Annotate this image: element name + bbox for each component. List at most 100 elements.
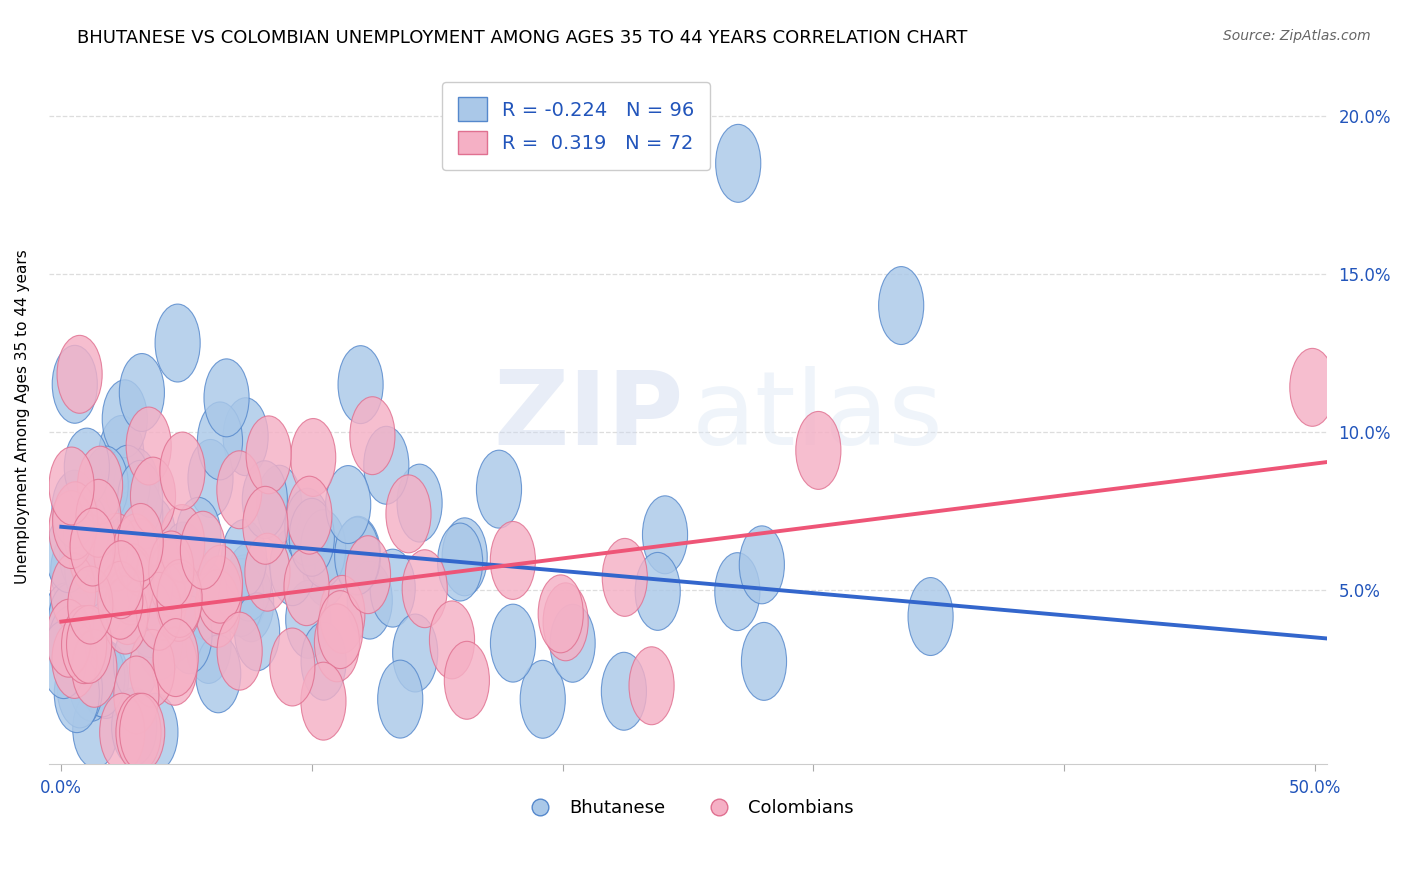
Ellipse shape: [538, 574, 583, 653]
Ellipse shape: [908, 577, 953, 656]
Ellipse shape: [83, 640, 128, 718]
Ellipse shape: [243, 486, 288, 565]
Ellipse shape: [270, 628, 315, 706]
Ellipse shape: [197, 556, 242, 634]
Ellipse shape: [72, 630, 117, 707]
Ellipse shape: [58, 335, 103, 413]
Ellipse shape: [222, 519, 267, 598]
Ellipse shape: [226, 543, 271, 621]
Ellipse shape: [48, 606, 93, 684]
Text: ZIP: ZIP: [494, 366, 685, 467]
Ellipse shape: [149, 540, 194, 617]
Ellipse shape: [111, 688, 156, 765]
Ellipse shape: [138, 602, 183, 680]
Ellipse shape: [52, 345, 97, 424]
Ellipse shape: [83, 509, 128, 587]
Ellipse shape: [301, 623, 346, 700]
Ellipse shape: [180, 511, 225, 590]
Ellipse shape: [142, 562, 187, 640]
Text: atlas: atlas: [692, 366, 943, 467]
Ellipse shape: [105, 566, 150, 645]
Ellipse shape: [396, 464, 441, 542]
Ellipse shape: [52, 470, 97, 549]
Ellipse shape: [108, 491, 153, 569]
Ellipse shape: [83, 446, 128, 524]
Ellipse shape: [284, 548, 329, 625]
Ellipse shape: [318, 591, 363, 669]
Ellipse shape: [70, 508, 115, 586]
Ellipse shape: [326, 466, 371, 543]
Ellipse shape: [290, 499, 335, 576]
Ellipse shape: [87, 486, 132, 565]
Ellipse shape: [246, 416, 291, 494]
Ellipse shape: [167, 596, 212, 673]
Ellipse shape: [285, 581, 330, 658]
Ellipse shape: [160, 522, 207, 600]
Ellipse shape: [79, 469, 125, 548]
Ellipse shape: [385, 475, 432, 553]
Ellipse shape: [52, 621, 97, 698]
Ellipse shape: [97, 561, 143, 640]
Ellipse shape: [118, 503, 163, 582]
Ellipse shape: [103, 380, 148, 458]
Ellipse shape: [370, 549, 415, 627]
Ellipse shape: [58, 650, 103, 728]
Ellipse shape: [315, 604, 360, 681]
Ellipse shape: [636, 552, 681, 631]
Legend: Bhutanese, Colombians: Bhutanese, Colombians: [515, 792, 860, 824]
Ellipse shape: [67, 566, 112, 644]
Ellipse shape: [319, 575, 366, 653]
Ellipse shape: [105, 445, 150, 524]
Ellipse shape: [69, 643, 114, 722]
Ellipse shape: [229, 564, 274, 641]
Ellipse shape: [100, 693, 145, 772]
Ellipse shape: [80, 639, 125, 717]
Ellipse shape: [550, 604, 595, 682]
Ellipse shape: [131, 497, 176, 574]
Ellipse shape: [76, 479, 121, 558]
Ellipse shape: [112, 514, 157, 591]
Ellipse shape: [188, 440, 233, 517]
Ellipse shape: [287, 476, 332, 554]
Ellipse shape: [186, 606, 231, 683]
Ellipse shape: [346, 536, 391, 614]
Ellipse shape: [155, 304, 200, 382]
Ellipse shape: [628, 647, 673, 724]
Ellipse shape: [111, 509, 156, 587]
Ellipse shape: [270, 528, 315, 606]
Ellipse shape: [46, 599, 91, 677]
Ellipse shape: [741, 623, 786, 700]
Ellipse shape: [402, 549, 447, 628]
Ellipse shape: [740, 526, 785, 604]
Ellipse shape: [55, 655, 100, 732]
Ellipse shape: [46, 515, 91, 592]
Ellipse shape: [49, 447, 94, 525]
Ellipse shape: [120, 693, 165, 772]
Ellipse shape: [714, 553, 759, 631]
Ellipse shape: [51, 553, 96, 631]
Ellipse shape: [204, 359, 249, 437]
Ellipse shape: [217, 612, 263, 690]
Ellipse shape: [128, 580, 173, 657]
Ellipse shape: [197, 402, 243, 480]
Ellipse shape: [118, 460, 163, 538]
Ellipse shape: [103, 576, 148, 654]
Ellipse shape: [51, 532, 96, 609]
Ellipse shape: [160, 432, 205, 510]
Ellipse shape: [110, 543, 155, 622]
Ellipse shape: [127, 548, 173, 626]
Ellipse shape: [520, 660, 565, 739]
Ellipse shape: [132, 693, 179, 772]
Ellipse shape: [602, 539, 647, 616]
Ellipse shape: [796, 411, 841, 490]
Ellipse shape: [73, 690, 118, 768]
Ellipse shape: [176, 498, 221, 575]
Ellipse shape: [152, 584, 197, 662]
Ellipse shape: [108, 547, 153, 624]
Ellipse shape: [114, 448, 159, 526]
Ellipse shape: [378, 660, 423, 738]
Ellipse shape: [59, 516, 104, 593]
Ellipse shape: [120, 353, 165, 432]
Ellipse shape: [79, 562, 124, 640]
Ellipse shape: [301, 662, 346, 740]
